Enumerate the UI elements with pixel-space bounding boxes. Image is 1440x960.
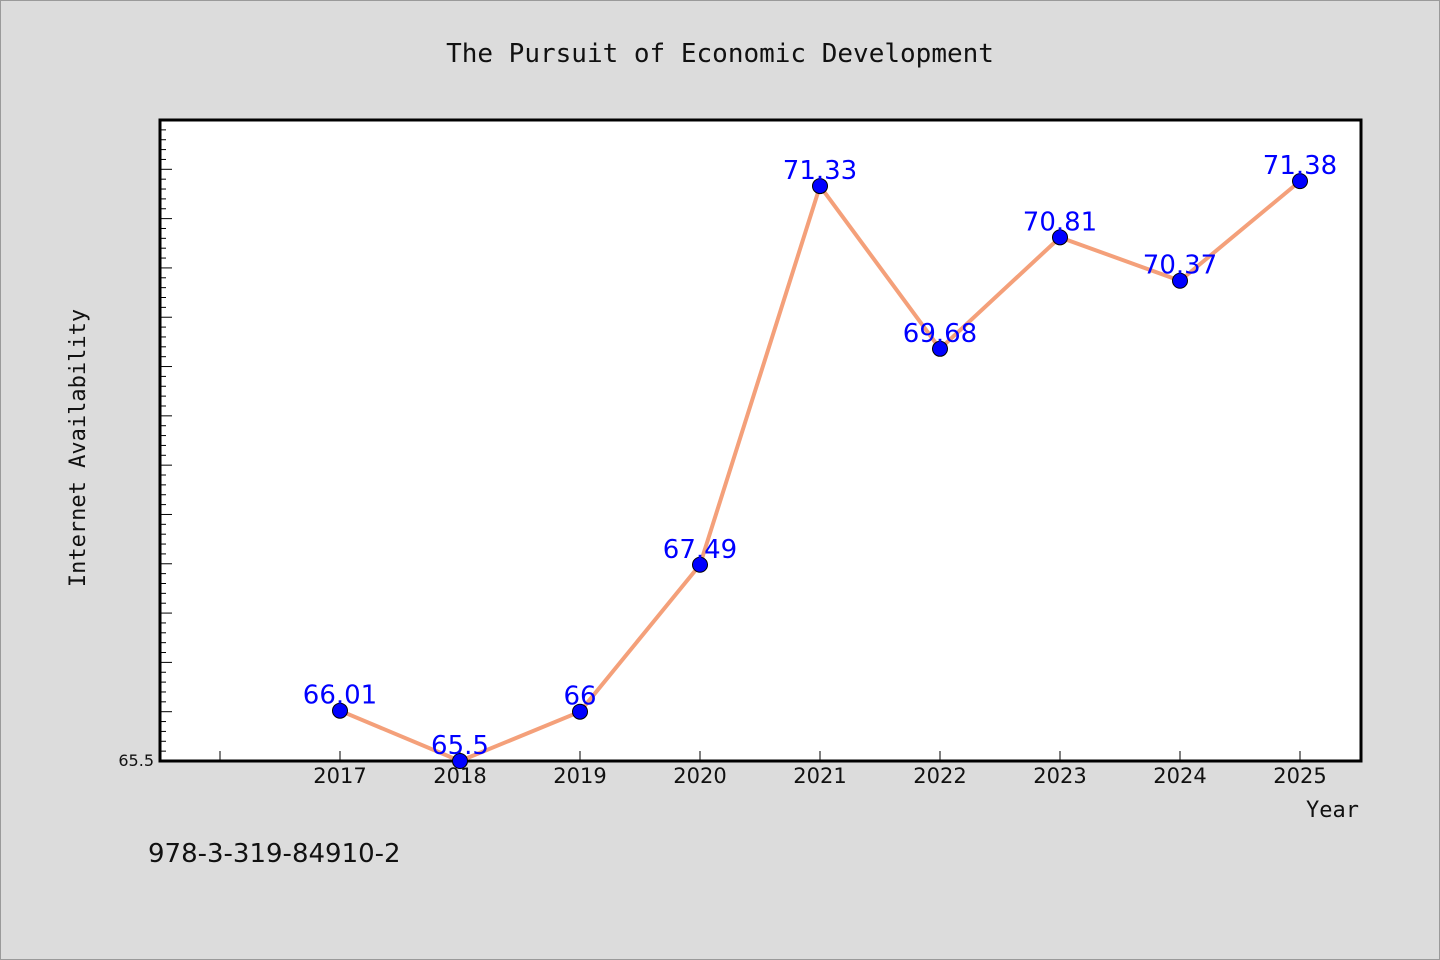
chart-title: The Pursuit of Economic Development: [446, 39, 994, 69]
x-tick-label: 2025: [1273, 764, 1326, 788]
x-tick-label: 2023: [1033, 764, 1086, 788]
data-label: 66: [563, 682, 596, 712]
data-point: [692, 556, 708, 573]
y-tick-label-min: 65.5: [118, 751, 154, 770]
data-point: [812, 178, 828, 195]
data-label: 66.01: [303, 681, 377, 711]
data-label: 71.33: [783, 156, 857, 186]
x-tick-label: 2020: [673, 764, 726, 788]
data-point: [932, 340, 948, 357]
x-tick-label: 2022: [913, 764, 966, 788]
data-point: [332, 702, 348, 719]
data-label: 71.38: [1263, 151, 1337, 181]
data-label: 69.68: [903, 319, 977, 349]
data-label: 70.37: [1143, 251, 1217, 281]
data-point: [1292, 173, 1308, 190]
data-point: [1172, 272, 1188, 289]
data-label: 70.81: [1023, 207, 1097, 237]
data-point: [572, 703, 588, 720]
x-tick-label: 2024: [1153, 764, 1206, 788]
series-markers: [332, 173, 1308, 769]
x-axis-ticks: [219, 751, 1301, 761]
x-axis-label: Year: [1306, 798, 1359, 823]
data-label: 65.5: [431, 731, 489, 761]
plot-area: [158, 118, 1363, 763]
x-axis-tick-labels: 2017 2018 2019 2020 2021 2022 2023 2024 2025: [313, 764, 1326, 788]
x-tick-label: 2019: [553, 764, 606, 788]
y-axis-ticks: [160, 129, 172, 762]
x-tick-label: 2021: [793, 764, 846, 788]
data-label: 67.49: [663, 535, 737, 565]
data-point: [452, 753, 468, 769]
data-point: [1052, 229, 1068, 246]
x-tick-label: 2017: [313, 764, 366, 788]
y-axis-label: Internet Availability: [66, 309, 91, 587]
data-labels: 66.01 65.5 66 67.49 71.33 69.68 70.81 70.37 71.3…: [303, 151, 1337, 761]
footer-isbn: 978-3-319-84910-2: [148, 839, 401, 869]
